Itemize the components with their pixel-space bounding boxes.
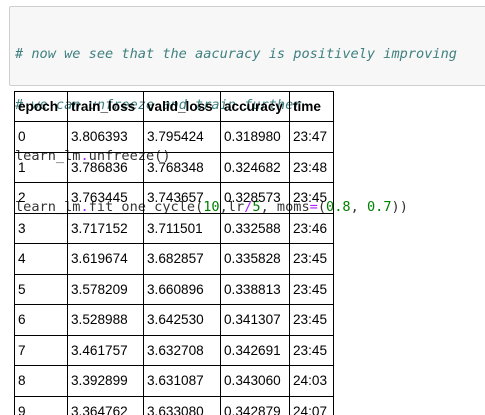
cell-train-loss: 3.461757 bbox=[67, 334, 144, 366]
cell-valid-loss: 3.633080 bbox=[143, 395, 221, 415]
cell-accuracy: 0.342879 bbox=[220, 395, 290, 415]
column-header-time: time bbox=[289, 91, 334, 122]
table-row: 4 3.619674 3.682857 0.335828 23:45 bbox=[14, 243, 334, 275]
table-row: 8 3.392899 3.631087 0.343060 24:03 bbox=[14, 365, 334, 397]
cell-accuracy: 0.328573 bbox=[220, 182, 290, 214]
cell-accuracy: 0.335828 bbox=[220, 243, 290, 275]
cell-train-loss: 3.763445 bbox=[67, 182, 144, 214]
table-row: 2 3.763445 3.743657 0.328573 23:45 bbox=[14, 182, 334, 214]
cell-epoch: 7 bbox=[14, 334, 68, 366]
code-token-paren-close: )) bbox=[391, 199, 408, 215]
cell-train-loss: 3.717152 bbox=[67, 212, 144, 244]
cell-train-loss: 3.364762 bbox=[67, 395, 144, 415]
cell-valid-loss: 3.660896 bbox=[143, 273, 221, 305]
cell-valid-loss: 3.632708 bbox=[143, 334, 221, 366]
cell-accuracy: 0.324682 bbox=[220, 151, 290, 183]
cell-epoch: 5 bbox=[14, 273, 68, 305]
cell-accuracy: 0.343060 bbox=[220, 365, 290, 397]
cell-time: 23:47 bbox=[289, 121, 334, 153]
cell-time: 23:45 bbox=[289, 243, 334, 275]
table-row: 7 3.461757 3.632708 0.342691 23:45 bbox=[14, 334, 334, 366]
cell-valid-loss: 3.743657 bbox=[143, 182, 221, 214]
column-header-valid-loss: valid_loss bbox=[143, 91, 221, 122]
column-header-epoch: epoch bbox=[14, 91, 68, 122]
cell-time: 24:03 bbox=[289, 365, 334, 397]
cell-epoch: 8 bbox=[14, 365, 68, 397]
cell-accuracy: 0.342691 bbox=[220, 334, 290, 366]
cell-time: 23:45 bbox=[289, 304, 334, 336]
cell-time: 23:46 bbox=[289, 212, 334, 244]
cell-train-loss: 3.806393 bbox=[67, 121, 144, 153]
table-row: 1 3.786836 3.768348 0.324682 23:48 bbox=[14, 151, 334, 183]
cell-train-loss: 3.528988 bbox=[67, 304, 144, 336]
cell-valid-loss: 3.768348 bbox=[143, 151, 221, 183]
cell-time: 23:45 bbox=[289, 334, 334, 366]
code-cell-input[interactable]: # now we see that the aacuracy is positi… bbox=[9, 6, 485, 215]
cell-epoch: 4 bbox=[14, 243, 68, 275]
training-results-table: epoch train_loss valid_loss accuracy tim… bbox=[14, 91, 334, 415]
cell-train-loss: 3.786836 bbox=[67, 151, 144, 183]
cell-train-loss: 3.619674 bbox=[67, 243, 144, 275]
column-header-train-loss: train_loss bbox=[67, 91, 144, 122]
cell-epoch: 2 bbox=[14, 182, 68, 214]
cell-epoch: 1 bbox=[14, 151, 68, 183]
table-row: 9 3.364762 3.633080 0.342879 24:07 bbox=[14, 395, 334, 415]
table-row: 6 3.528988 3.642530 0.341307 23:45 bbox=[14, 304, 334, 336]
cell-epoch: 3 bbox=[14, 212, 68, 244]
cell-train-loss: 3.578209 bbox=[67, 273, 144, 305]
cell-valid-loss: 3.795424 bbox=[143, 121, 221, 153]
cell-epoch: 6 bbox=[14, 304, 68, 336]
cell-time: 23:48 bbox=[289, 151, 334, 183]
code-comment-line-1: # now we see that the aacuracy is positi… bbox=[15, 46, 457, 62]
code-token-comma: , bbox=[350, 199, 367, 215]
table-row: 5 3.578209 3.660896 0.338813 23:45 bbox=[14, 273, 334, 305]
cell-time: 24:07 bbox=[289, 395, 334, 415]
cell-train-loss: 3.392899 bbox=[67, 365, 144, 397]
cell-valid-loss: 3.711501 bbox=[143, 212, 221, 244]
cell-valid-loss: 3.682857 bbox=[143, 243, 221, 275]
cell-valid-loss: 3.631087 bbox=[143, 365, 221, 397]
cell-accuracy: 0.332588 bbox=[220, 212, 290, 244]
cell-accuracy: 0.318980 bbox=[220, 121, 290, 153]
cell-accuracy: 0.341307 bbox=[220, 304, 290, 336]
cell-epoch: 0 bbox=[14, 121, 68, 153]
cell-epoch: 9 bbox=[14, 395, 68, 415]
table-row: 3 3.717152 3.711501 0.332588 23:46 bbox=[14, 212, 334, 244]
table-row: 0 3.806393 3.795424 0.318980 23:47 bbox=[14, 121, 334, 153]
table-header-row: epoch train_loss valid_loss accuracy tim… bbox=[14, 91, 334, 122]
column-header-accuracy: accuracy bbox=[220, 91, 290, 122]
cell-time: 23:45 bbox=[289, 182, 334, 214]
cell-time: 23:45 bbox=[289, 273, 334, 305]
cell-valid-loss: 3.642530 bbox=[143, 304, 221, 336]
code-token-mom-2: 0.7 bbox=[366, 199, 392, 215]
cell-accuracy: 0.338813 bbox=[220, 273, 290, 305]
